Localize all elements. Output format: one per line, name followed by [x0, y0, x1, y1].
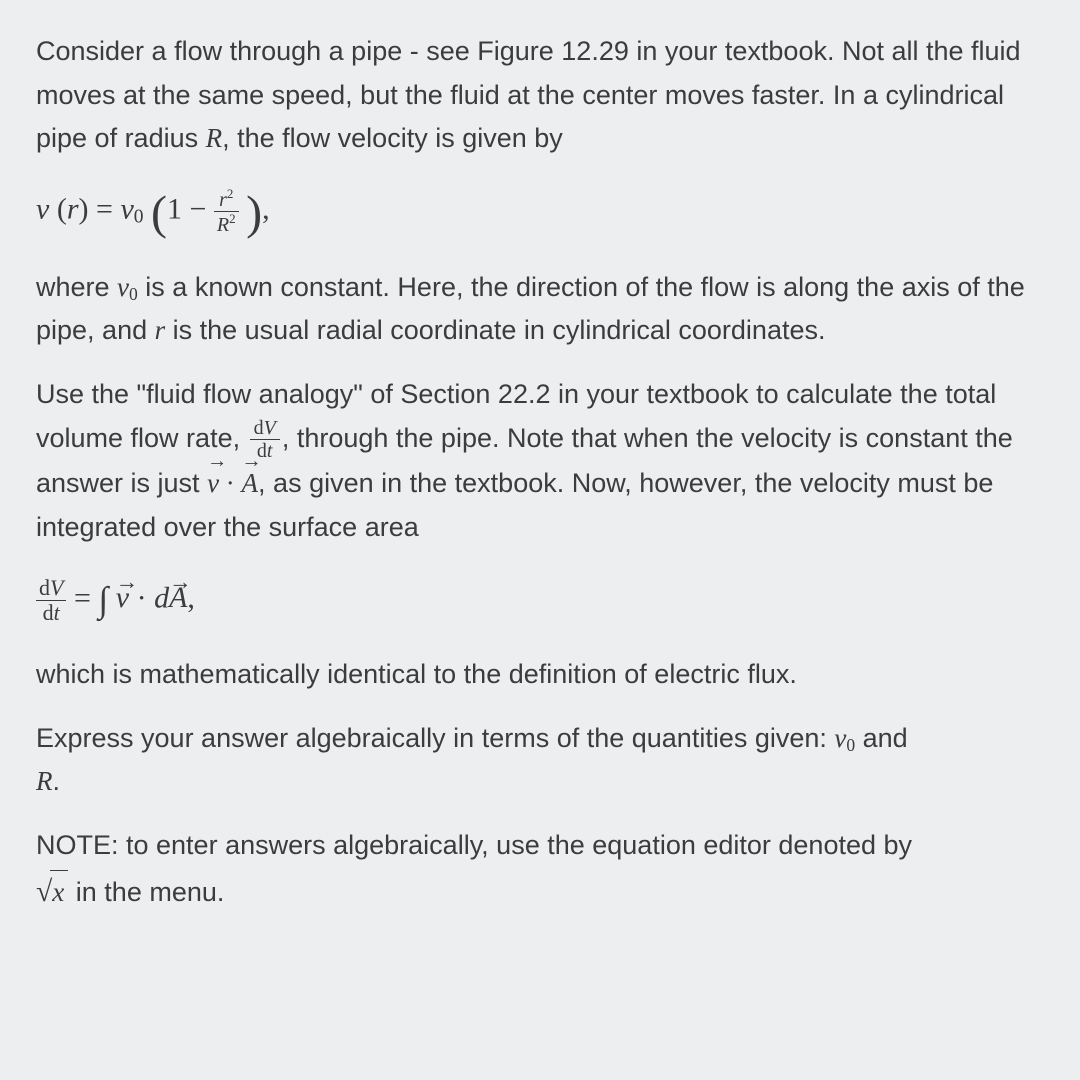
equation-flow-rate-integral: dV dt = ∫ →v · d→A, [36, 576, 1040, 625]
text: , the flow velocity is given by [222, 123, 563, 153]
problem-paragraph-5: Express your answer algebraically in ter… [36, 717, 1040, 804]
problem-paragraph-2: where v0 is a known constant. Here, the … [36, 266, 1040, 353]
v0-v: v [120, 193, 133, 226]
symbol-R: R [206, 123, 223, 153]
integral-sign: ∫ [98, 579, 108, 619]
text: Express your answer algebraically in ter… [36, 723, 834, 753]
text: and [855, 723, 908, 753]
problem-paragraph-1: Consider a flow through a pipe - see Fig… [36, 30, 1040, 161]
d: d [154, 581, 169, 614]
num-sup: 2 [227, 186, 234, 201]
symbol-r: r [155, 315, 166, 345]
close-paren: ) [79, 193, 89, 226]
v0-inline: v0 [834, 723, 855, 753]
note-paragraph: NOTE: to enter answers algebraically, us… [36, 824, 1040, 916]
equals: = [74, 581, 98, 614]
big-open-paren: ( [151, 187, 167, 240]
big-close-paren: ) [246, 187, 262, 240]
v: v [117, 272, 129, 302]
v: v [36, 193, 49, 226]
fraction-r2-R2: r2 R2 [214, 187, 239, 236]
text: in the menu. [68, 877, 224, 907]
v: v [834, 723, 846, 753]
sub0: 0 [846, 735, 855, 755]
one: 1 [167, 193, 182, 226]
comma: , [262, 193, 270, 226]
problem-paragraph-3: Use the "fluid flow analogy" of Section … [36, 373, 1040, 550]
A-vec: A [242, 468, 259, 498]
text: where [36, 272, 117, 302]
symbol-R: R [36, 766, 53, 796]
minus: − [190, 193, 214, 226]
A-vec: →A [169, 583, 187, 613]
num-r: r [219, 189, 227, 211]
v-dot-A: →v · →A [207, 468, 258, 498]
dot: · [219, 468, 242, 498]
dot: · [137, 581, 155, 614]
text: is the usual radial coordinate in cylind… [165, 315, 825, 345]
v-vec: v [207, 468, 219, 498]
text: which is mathematically identical to the… [36, 659, 797, 689]
problem-paragraph-4: which is mathematically identical to the… [36, 653, 1040, 697]
r: r [67, 193, 79, 226]
den-R: R [217, 214, 229, 236]
equals: = [96, 193, 120, 226]
den-sup: 2 [229, 211, 236, 226]
v0-inline: v0 [117, 272, 138, 302]
v0-sub: 0 [134, 207, 144, 228]
equation-velocity-profile: v (r) = v0 (1 − r2 R2 ), [36, 187, 1040, 237]
text: NOTE: to enter answers algebraically, us… [36, 830, 912, 860]
dV-dt: dV dt [36, 576, 66, 625]
sub0: 0 [129, 284, 138, 304]
open-paren: ( [57, 193, 67, 226]
v-vec: →v [116, 583, 129, 613]
sqrt-x: √x [36, 877, 68, 907]
text: . [53, 766, 61, 796]
x: x [52, 877, 64, 907]
